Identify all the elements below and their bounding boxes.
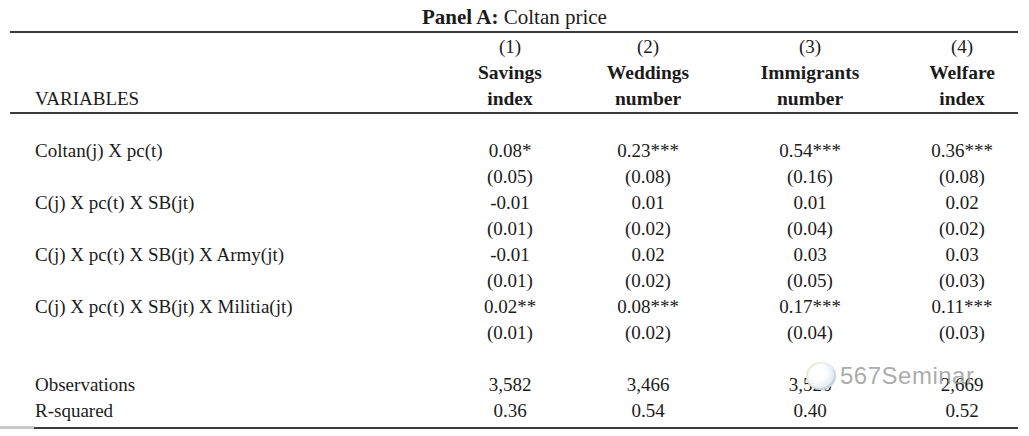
coefficient-cell: 0.23***: [580, 138, 716, 164]
table-row: C(j) X pc(t) X SB(jt) X Army(jt) -0.01 0…: [10, 242, 1020, 268]
variables-header: VARIABLES: [10, 86, 440, 112]
observations-cell: 3,466: [580, 372, 716, 398]
watermark-logo-icon: [806, 362, 836, 390]
stderr-cell: (0.02): [580, 216, 716, 242]
paper-table-page: Panel A: Coltan price (1) (2) (3) (4) Sa…: [0, 0, 1029, 436]
r-squared-row: R-squared 0.36 0.54 0.40 0.52: [10, 398, 1020, 424]
watermark-text: 567Seminar: [840, 362, 974, 390]
coefficient-cell: 0.11***: [904, 294, 1020, 320]
panel-title: Panel A: Coltan price: [0, 4, 1029, 30]
coefficient-cell: 0.01: [580, 190, 716, 216]
stderr-cell: (0.02): [580, 320, 716, 346]
column-header: Welfare: [904, 60, 1020, 86]
panel-label: Panel A:: [422, 5, 498, 29]
column-names-row-2: VARIABLES index number number index: [10, 86, 1020, 112]
stderr-cell: (0.01): [440, 268, 580, 294]
column-number: (2): [580, 34, 716, 60]
coefficient-cell: 0.36***: [904, 138, 1020, 164]
stderr-cell: (0.04): [716, 320, 904, 346]
coefficient-cell: 0.01: [716, 190, 904, 216]
coefficient-cell: 0.08*: [440, 138, 580, 164]
row-label: Coltan(j) X pc(t): [10, 138, 440, 164]
table-row-stderr: (0.01) (0.02) (0.05) (0.03): [10, 268, 1020, 294]
column-header: Weddings: [580, 60, 716, 86]
coefficient-cell: 0.02: [904, 190, 1020, 216]
observations-cell: 3,582: [440, 372, 580, 398]
row-label: R-squared: [10, 398, 440, 424]
column-header: Savings: [440, 60, 580, 86]
column-header: number: [716, 86, 904, 112]
coefficient-cell: 0.03: [904, 242, 1020, 268]
r-squared-cell: 0.52: [904, 398, 1020, 424]
top-rule: [10, 31, 1018, 33]
watermark: 567Seminar: [806, 362, 974, 390]
coefficient-cell: 0.02: [580, 242, 716, 268]
coefficient-cell: 0.08***: [580, 294, 716, 320]
column-names-row-1: Savings Weddings Immigrants Welfare: [10, 60, 1020, 86]
coefficient-cell: -0.01: [440, 190, 580, 216]
column-number: (1): [440, 34, 580, 60]
coefficient-cell: 0.03: [716, 242, 904, 268]
stderr-cell: (0.05): [440, 164, 580, 190]
coefficient-cell: -0.01: [440, 242, 580, 268]
stderr-cell: (0.16): [716, 164, 904, 190]
table-row-stderr: (0.01) (0.02) (0.04) (0.02): [10, 216, 1020, 242]
coefficient-cell: 0.02**: [440, 294, 580, 320]
row-label: C(j) X pc(t) X SB(jt) X Militia(jt): [10, 294, 440, 320]
bottom-rule: [10, 427, 1018, 429]
column-header: number: [580, 86, 716, 112]
row-label: Observations: [10, 372, 440, 398]
table-row: C(j) X pc(t) X SB(jt) -0.01 0.01 0.01 0.…: [10, 190, 1020, 216]
stderr-cell: (0.04): [716, 216, 904, 242]
row-label: C(j) X pc(t) X SB(jt): [10, 190, 440, 216]
stderr-cell: (0.01): [440, 320, 580, 346]
stderr-cell: (0.01): [440, 216, 580, 242]
coefficient-cell: 0.54***: [716, 138, 904, 164]
column-header: index: [904, 86, 1020, 112]
stderr-cell: (0.08): [580, 164, 716, 190]
column-number: (4): [904, 34, 1020, 60]
table-row: C(j) X pc(t) X SB(jt) X Militia(jt) 0.02…: [10, 294, 1020, 320]
r-squared-cell: 0.40: [716, 398, 904, 424]
coefficient-cell: 0.17***: [716, 294, 904, 320]
panel-name: Coltan price: [504, 5, 607, 29]
stderr-cell: (0.03): [904, 268, 1020, 294]
column-header: index: [440, 86, 580, 112]
row-label: C(j) X pc(t) X SB(jt) X Army(jt): [10, 242, 440, 268]
column-header: Immigrants: [716, 60, 904, 86]
r-squared-cell: 0.54: [580, 398, 716, 424]
stderr-cell: (0.02): [580, 268, 716, 294]
table-row-stderr: (0.01) (0.02) (0.04) (0.03): [10, 320, 1020, 346]
r-squared-cell: 0.36: [440, 398, 580, 424]
bottom-rule-left-cap: [0, 426, 34, 429]
table-row-stderr: (0.05) (0.08) (0.16) (0.08): [10, 164, 1020, 190]
stderr-cell: (0.02): [904, 216, 1020, 242]
stderr-cell: (0.03): [904, 320, 1020, 346]
stderr-cell: (0.08): [904, 164, 1020, 190]
column-numbers-row: (1) (2) (3) (4): [10, 34, 1020, 60]
table-row: Coltan(j) X pc(t) 0.08* 0.23*** 0.54*** …: [10, 138, 1020, 164]
column-number: (3): [716, 34, 904, 60]
stderr-cell: (0.05): [716, 268, 904, 294]
